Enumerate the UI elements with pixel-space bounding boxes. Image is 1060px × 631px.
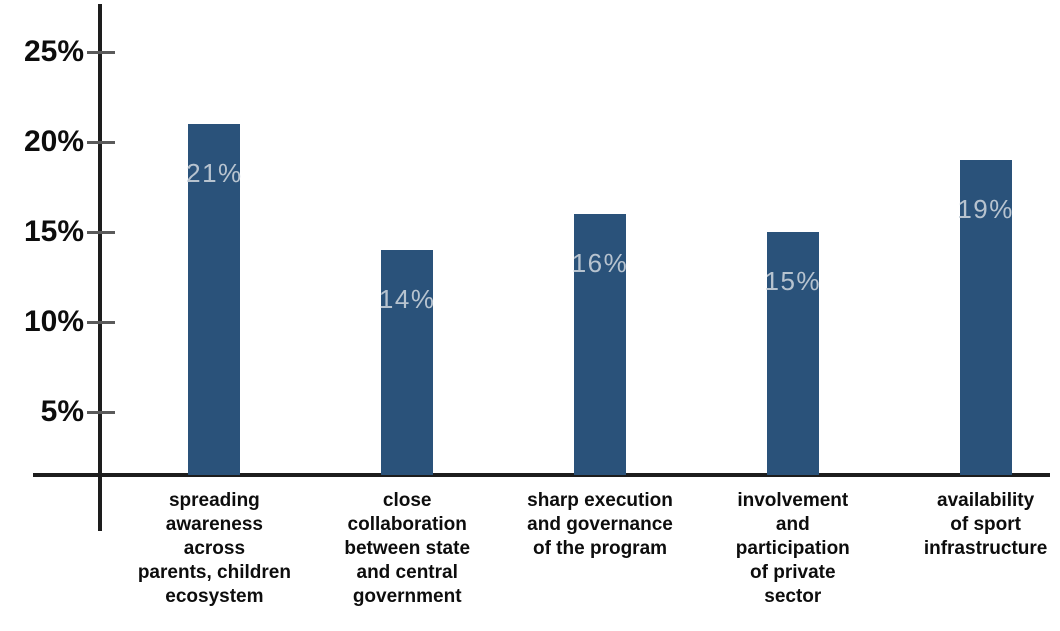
ytick-label: 25% xyxy=(23,35,84,68)
bar xyxy=(959,160,1012,475)
category-label-line: of the program xyxy=(532,538,668,559)
category-label-line: close xyxy=(382,490,432,511)
tick-mark xyxy=(87,411,115,414)
category-label-line: participation xyxy=(735,538,850,559)
category-label: spreading awareness across parents, childre… xyxy=(116,489,312,609)
category-label-line: sharp execution xyxy=(527,490,673,511)
bar xyxy=(188,124,241,475)
bar-value-label: 15% xyxy=(764,266,822,296)
category-label-line: sector xyxy=(764,586,822,607)
category-label-line: and xyxy=(775,514,810,535)
ytick-label: 15% xyxy=(23,215,84,248)
category-label: availability of sport infrastructure xyxy=(888,489,1060,561)
bar-value-label: 16% xyxy=(571,248,629,278)
category-label-line: government xyxy=(352,586,462,607)
ytick-label: 20% xyxy=(23,125,84,158)
category-label-line: infrastructure xyxy=(923,538,1048,559)
bar-value-label: 21% xyxy=(186,158,243,188)
category-label-line: of sport xyxy=(950,514,1021,535)
x-axis-line xyxy=(33,473,1050,477)
category-label-line: across xyxy=(183,538,246,559)
category-label-line: collaboration xyxy=(347,514,467,535)
category-label-line: involvement xyxy=(737,490,849,511)
tick-mark xyxy=(87,141,115,144)
tick-mark xyxy=(87,231,115,234)
category-label: involvement and participation of private sec… xyxy=(695,489,891,609)
category-label-line: spreading xyxy=(168,490,260,511)
category-label-line: availability xyxy=(937,490,1035,511)
category-label-line: awareness xyxy=(165,514,263,535)
tick-mark xyxy=(87,51,115,54)
ytick-label: 10% xyxy=(23,305,84,338)
category-label-line: of private xyxy=(750,562,836,583)
bar xyxy=(574,214,626,475)
y-axis-line xyxy=(98,4,102,531)
category-label-line: between state xyxy=(344,538,471,559)
bar xyxy=(766,232,819,475)
tick-mark xyxy=(87,321,115,324)
bar xyxy=(381,250,434,475)
category-label-line: and governance xyxy=(527,514,673,535)
ytick-label: 5% xyxy=(40,395,84,428)
category-label-line: and central xyxy=(356,562,458,583)
category-label: sharp execution and governance of the prog… xyxy=(502,489,698,561)
category-label-line: ecosystem xyxy=(165,586,264,607)
category-label-line: parents, children xyxy=(137,562,291,583)
category-label: close collaboration between state and centr… xyxy=(309,489,505,609)
bar-value-label: 19% xyxy=(957,194,1014,224)
bar-value-label: 14% xyxy=(378,284,436,314)
